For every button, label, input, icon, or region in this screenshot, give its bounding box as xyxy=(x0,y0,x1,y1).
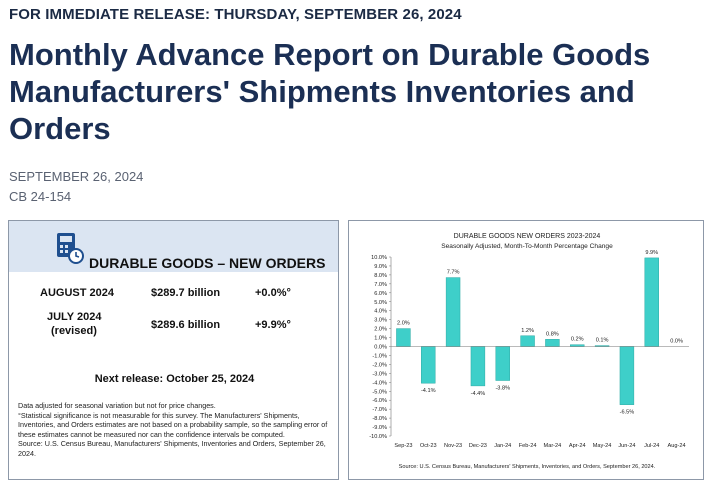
bar-jun-24 xyxy=(619,346,635,405)
x-tick-label: Jan-24 xyxy=(494,443,511,449)
data-label: 9.9% xyxy=(645,250,658,256)
y-tick-label: -7.0% xyxy=(372,407,387,413)
x-tick-label: Nov-23 xyxy=(444,443,462,449)
y-tick-label: 9.0% xyxy=(374,264,387,270)
data-label: 7.7% xyxy=(447,270,460,276)
note-source: Source: U.S. Census Bureau, Manufacturer… xyxy=(18,439,326,458)
x-tick-label: Sep-23 xyxy=(394,443,412,449)
summary-card: DURABLE GOODS – NEW ORDERS AUGUST 2024 $… xyxy=(8,220,339,480)
data-label: -4.1% xyxy=(421,388,436,394)
y-tick-label: 3.0% xyxy=(374,318,387,324)
y-tick-label: 1.0% xyxy=(374,336,387,342)
x-tick-label: Apr-24 xyxy=(569,443,586,449)
row-august-amount: $289.7 billion xyxy=(151,287,221,299)
x-tick-label: Aug-24 xyxy=(668,443,686,449)
x-tick-label: Mar-24 xyxy=(544,443,562,449)
y-tick-label: -4.0% xyxy=(372,380,387,386)
chart-y-axis: 10.0% 9.0% 8.0% 7.0% 6.0% 5.0% 4.0% 3.0% 2.0% 1.0… xyxy=(369,255,392,440)
x-tick-label: Feb-24 xyxy=(519,443,537,449)
note-significance: °Statistical significance is not measura… xyxy=(18,410,328,439)
data-label: 2.0% xyxy=(397,321,410,327)
row-august-period: AUGUST 2024 xyxy=(40,287,114,299)
bar-mar-24 xyxy=(545,339,560,347)
row-august-change: +0.0%° xyxy=(255,287,291,299)
bar-nov-23 xyxy=(445,277,461,347)
y-tick-label: -2.0% xyxy=(372,362,387,368)
y-tick-label: 6.0% xyxy=(374,291,387,297)
x-tick-label: Jun-24 xyxy=(618,443,635,449)
x-tick-label: May-24 xyxy=(593,443,612,449)
release-banner: FOR IMMEDIATE RELEASE: THURSDAY, SEPTEMB… xyxy=(9,6,462,23)
summary-notes: Data adjusted for seasonal variation but… xyxy=(18,401,334,459)
x-tick-label: Oct-23 xyxy=(420,443,437,449)
x-tick-label: Jul-24 xyxy=(644,443,659,449)
row-july-note: (revised) xyxy=(51,325,97,337)
page-title: Monthly Advance Report on Durable Goods … xyxy=(9,37,651,146)
calculator-clock-icon xyxy=(57,233,84,264)
bar-feb-24 xyxy=(520,335,535,347)
row-july-change: +9.9%° xyxy=(255,319,291,331)
chart-subtitle: Seasonally Adjusted, Month-To-Month Perc… xyxy=(441,243,613,250)
x-tick-label: Dec-23 xyxy=(469,443,487,449)
bar-dec-23 xyxy=(470,346,486,387)
y-tick-label: 4.0% xyxy=(374,309,387,315)
chart-bars: 2.0% -4.1% 7.7% -4.4% -3.8% 1.2% 0.8% 0.2% 0.1% -… xyxy=(396,250,683,416)
row-july-amount: $289.6 billion xyxy=(151,319,221,331)
y-tick-label: -1.0% xyxy=(372,353,387,359)
chart-title: DURABLE GOODS NEW ORDERS 2023-2024 xyxy=(454,233,601,240)
y-tick-label: 2.0% xyxy=(374,327,387,333)
durable-goods-chart: DURABLE GOODS NEW ORDERS 2023-2024 Seaso… xyxy=(348,220,704,480)
data-label: 0.1% xyxy=(596,338,609,344)
y-tick-label: -3.0% xyxy=(372,371,387,377)
chart-x-axis: Sep-23 Oct-23 Nov-23 Dec-23 Jan-24 Feb-24 Mar-… xyxy=(391,346,689,449)
bar-sep-23 xyxy=(396,328,411,347)
y-tick-label: 10.0% xyxy=(371,255,387,261)
release-number: CB 24-154 xyxy=(9,189,72,204)
y-tick-label: -10.0% xyxy=(369,434,387,440)
summary-card-title: DURABLE GOODS – NEW ORDERS xyxy=(89,255,326,271)
data-label: -3.8% xyxy=(495,386,510,392)
next-release: Next release: October 25, 2024 xyxy=(94,373,255,385)
row-july-period: JULY 2024 xyxy=(47,311,102,323)
data-label: -4.4% xyxy=(471,391,486,397)
y-tick-label: 5.0% xyxy=(374,300,387,306)
y-tick-label: -9.0% xyxy=(372,425,387,431)
release-date: SEPTEMBER 26, 2024 xyxy=(9,169,144,184)
y-tick-label: 7.0% xyxy=(374,282,387,288)
data-label: -6.5% xyxy=(620,410,635,416)
bar-jan-24 xyxy=(495,346,510,381)
bar-jul-24 xyxy=(644,257,659,347)
y-tick-label: -6.0% xyxy=(372,398,387,404)
data-label: 0.8% xyxy=(546,331,559,337)
y-tick-label: -5.0% xyxy=(372,389,387,395)
data-label: 0.0% xyxy=(670,339,683,345)
y-tick-label: 0.0% xyxy=(374,345,387,351)
y-tick-label: 8.0% xyxy=(374,273,387,279)
bar-oct-23 xyxy=(421,346,436,384)
data-label: 1.2% xyxy=(521,328,534,334)
data-label: 0.2% xyxy=(571,337,584,343)
summary-card-header: DURABLE GOODS – NEW ORDERS xyxy=(9,221,338,272)
chart-source: Source: U.S. Census Bureau, Manufacturer… xyxy=(399,464,656,470)
y-tick-label: -8.0% xyxy=(372,416,387,422)
chart-svg: DURABLE GOODS NEW ORDERS 2023-2024 Seaso… xyxy=(369,233,689,470)
note-adjustment: Data adjusted for seasonal variation but… xyxy=(18,401,216,410)
